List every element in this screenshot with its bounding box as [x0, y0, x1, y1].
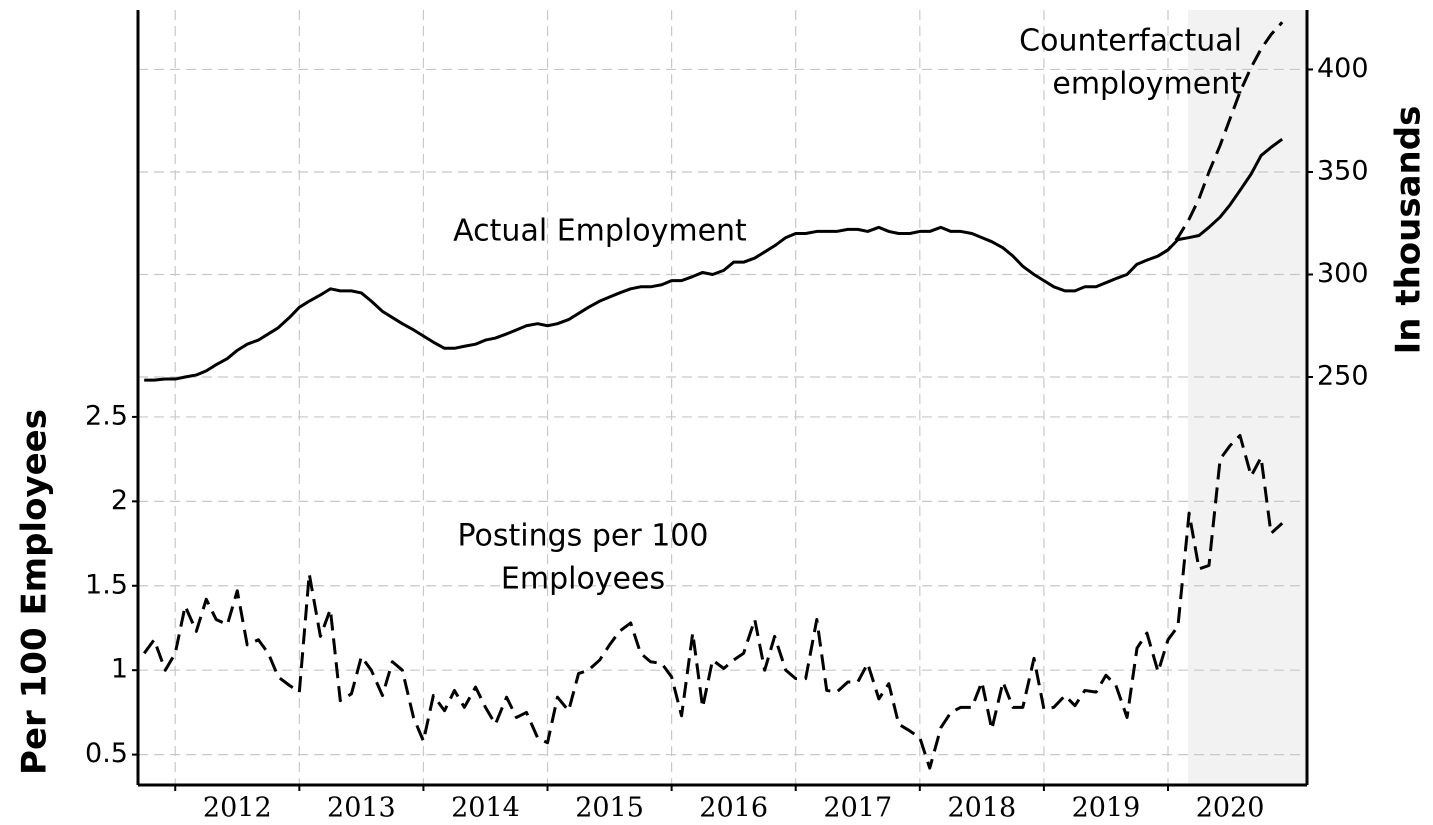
x-tick-label: 2018	[948, 793, 1017, 824]
x-tick-label: 2017	[823, 793, 892, 824]
x-tick-label: 2019	[1072, 793, 1141, 824]
annotation: Counterfactual	[1019, 24, 1242, 59]
data-line	[1157, 21, 1284, 258]
y-tick-label: 0.5	[85, 738, 128, 769]
data-line	[144, 137, 1284, 382]
x-tick-label: 2020	[1196, 793, 1265, 824]
x-tick-label: 2016	[699, 793, 768, 824]
annotation: Employees	[501, 562, 665, 597]
y-tick-label: 1.5	[85, 569, 128, 600]
annotation: Postings per 100	[458, 519, 709, 554]
highlight-span	[1187, 10, 1307, 785]
y2-tick-label: 350	[1317, 155, 1369, 186]
y2-tick-label: 250	[1317, 360, 1369, 391]
annotation: Actual Employment	[453, 214, 747, 249]
y-tick-label: 2	[111, 485, 128, 516]
x-tick-label: 2013	[327, 793, 396, 824]
y-axis-label: Per 100 Employees	[15, 409, 55, 775]
y2-tick-label: 400	[1317, 53, 1369, 84]
y2-axis-label: In thousands	[1389, 106, 1429, 355]
y-tick-label: 1	[111, 654, 128, 685]
x-tick-label: 2015	[575, 793, 644, 824]
y-tick-label: 2.5	[85, 400, 128, 431]
x-tick-label: 2012	[203, 793, 272, 824]
y2-tick-label: 300	[1317, 258, 1369, 289]
data-line	[142, 433, 1284, 770]
annotation: employment	[1052, 67, 1242, 102]
x-tick-label: 2014	[451, 793, 520, 824]
